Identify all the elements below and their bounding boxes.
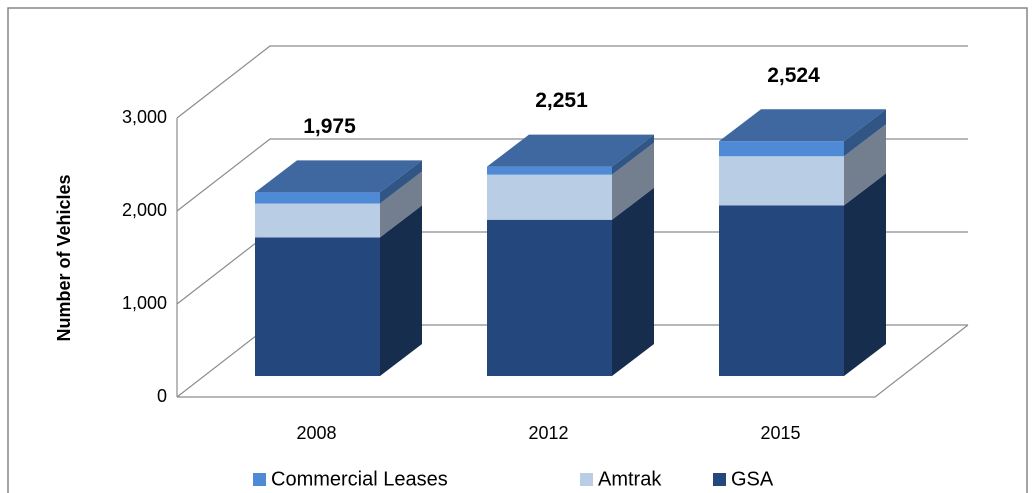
legend-label: GSA xyxy=(731,468,774,490)
bar-side xyxy=(612,134,654,175)
legend-label: Amtrak xyxy=(598,468,662,490)
bar-side xyxy=(380,160,422,204)
bar-segment xyxy=(255,237,380,376)
total-label: 1,975 xyxy=(303,115,356,138)
bar-segment xyxy=(487,219,612,376)
total-label: 2,524 xyxy=(767,64,820,87)
bar-segment xyxy=(719,141,844,157)
bar-segment xyxy=(487,166,612,175)
bar-side xyxy=(844,173,886,376)
bar-top xyxy=(255,160,422,193)
bar-top xyxy=(719,109,886,142)
bar-segment xyxy=(719,205,844,376)
bar-segment xyxy=(255,203,380,238)
bar-segment xyxy=(487,174,612,220)
bar-side xyxy=(380,171,422,238)
bar-segment xyxy=(255,192,380,204)
legend-swatch xyxy=(713,473,726,486)
bar-side xyxy=(612,142,654,220)
category-label: 2015 xyxy=(760,423,800,443)
category-label: 2012 xyxy=(528,423,568,443)
floor-edge xyxy=(177,324,969,398)
bar-side xyxy=(844,124,886,206)
category-label: 2008 xyxy=(296,423,336,443)
y-axis-label: Number of Vehicles xyxy=(54,174,74,341)
bar-side xyxy=(844,109,886,157)
y-tick-label: 3,000 xyxy=(122,107,167,127)
y-tick-label: 0 xyxy=(157,386,167,406)
bar-top xyxy=(487,134,654,167)
bar-side xyxy=(380,205,422,376)
bar-segment xyxy=(719,156,844,206)
legend-label: Commercial Leases xyxy=(271,468,448,490)
legend-swatch xyxy=(580,473,593,486)
bar-side xyxy=(612,187,654,376)
chart-border xyxy=(7,7,1028,493)
legend-swatch xyxy=(253,473,266,486)
y-tick-label: 1,000 xyxy=(122,293,167,313)
y-tick-label: 2,000 xyxy=(122,200,167,220)
grid-line xyxy=(176,45,968,119)
total-label: 2,251 xyxy=(535,89,588,112)
